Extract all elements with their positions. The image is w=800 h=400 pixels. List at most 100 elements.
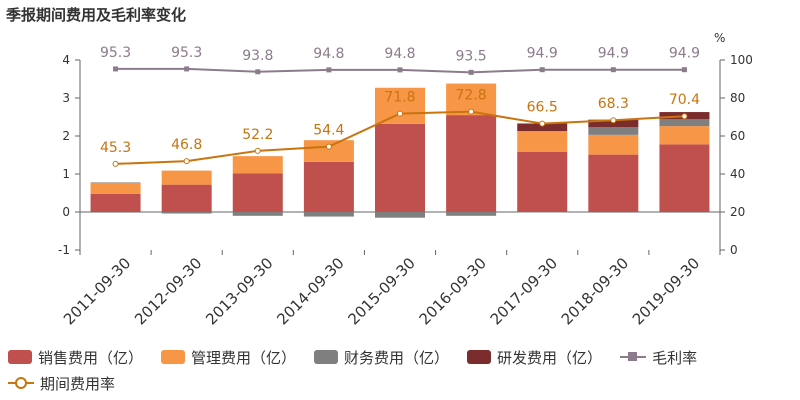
x-tick-label: 2013-09-30 <box>202 254 276 328</box>
bar-segment <box>161 170 212 185</box>
gross-margin-point <box>255 69 261 75</box>
x-tick-label: 2011-09-30 <box>60 254 134 328</box>
gross-margin-label: 94.9 <box>598 46 629 62</box>
legend-label-gross-margin: 毛利率 <box>652 348 698 367</box>
expense-ratio-point <box>539 120 546 127</box>
gross-margin-point <box>610 67 616 73</box>
expense-ratio-point <box>468 108 475 115</box>
bar-segment <box>517 131 568 152</box>
gross-margin-point <box>681 67 687 73</box>
legend-item-expense-ratio[interactable]: 期间费用率 <box>8 373 115 394</box>
expense-ratio-line-icon <box>8 376 34 390</box>
expense-ratio-label: 52.2 <box>242 127 273 143</box>
y-tick-label: 1 <box>62 167 70 181</box>
x-tick-label: 2016-09-30 <box>416 254 490 328</box>
bar-segment <box>90 182 141 183</box>
expense-ratio-point <box>183 158 190 165</box>
gross-margin-point <box>184 66 190 72</box>
y2-tick-label: 20 <box>730 205 745 219</box>
y-tick-label: 3 <box>62 91 70 105</box>
expense-ratio-label: 71.8 <box>384 90 415 106</box>
expense-ratio-label: 72.8 <box>456 88 487 104</box>
expense-ratio-point <box>681 113 688 120</box>
gross-margin-label: 94.8 <box>384 46 415 62</box>
expense-ratio-point <box>254 147 261 154</box>
gross-margin-label: 95.3 <box>171 45 202 61</box>
bar-segment <box>232 173 283 212</box>
chart-canvas: -101234020406080100%2011-09-302012-09-30… <box>58 31 753 328</box>
bar-segment <box>517 151 568 212</box>
expense-ratio-label: 46.8 <box>171 137 202 153</box>
bar-segment <box>161 212 212 214</box>
legend-item-selling[interactable]: 销售费用（亿） <box>8 347 143 368</box>
y2-unit-label: % <box>714 31 725 45</box>
bar-segment <box>375 123 425 212</box>
legend-item-rd[interactable]: 研发费用（亿） <box>467 347 602 368</box>
y2-tick-label: 100 <box>730 53 753 67</box>
bar-segment <box>588 127 639 135</box>
bar-segment <box>303 212 354 217</box>
gross-margin-line-icon <box>620 350 647 364</box>
y-tick-label: -1 <box>58 243 70 257</box>
rd-swatch <box>467 350 492 364</box>
admin-swatch <box>161 350 186 364</box>
gross-margin-point <box>326 67 332 73</box>
chart-title: 季报期间费用及毛利率变化 <box>6 6 187 24</box>
expense-ratio-label: 54.4 <box>313 123 344 139</box>
bar-segment <box>659 144 710 212</box>
bar-segment <box>659 126 710 145</box>
bar-segment <box>303 140 354 162</box>
expense-ratio-label: 70.4 <box>669 92 700 108</box>
expense-ratio-point <box>325 143 332 150</box>
bar-segment <box>588 119 639 128</box>
gross-margin-point <box>397 67 403 73</box>
gross-margin-label: 94.8 <box>313 46 344 62</box>
bar-segment <box>446 115 497 212</box>
selling-swatch <box>8 350 32 364</box>
y-tick-label: 0 <box>62 205 70 219</box>
gross-margin-label: 94.9 <box>669 46 700 62</box>
legend-item-admin[interactable]: 管理费用（亿） <box>161 347 296 368</box>
expense-ratio-label: 68.3 <box>598 96 629 112</box>
bar-segment <box>161 184 212 212</box>
legend-item-finance[interactable]: 财务费用（亿） <box>314 347 449 368</box>
bar-segment <box>232 212 283 216</box>
bar-segment <box>588 154 639 212</box>
bar-segment <box>375 87 425 124</box>
expense-ratio-label: 66.5 <box>527 100 558 116</box>
bar-segment <box>517 123 568 132</box>
y2-tick-label: 80 <box>730 91 745 105</box>
y2-tick-label: 0 <box>730 243 738 257</box>
bar-segment <box>517 212 568 213</box>
gross-margin-label: 93.5 <box>456 48 487 64</box>
x-tick-label: 2019-09-30 <box>629 254 703 328</box>
y2-tick-label: 40 <box>730 167 745 181</box>
gross-margin-label: 95.3 <box>100 45 131 61</box>
gross-margin-label: 93.8 <box>242 48 273 64</box>
expense-ratio-point <box>397 110 403 117</box>
bar-segment <box>375 212 425 218</box>
finance-swatch <box>314 350 339 364</box>
gross-margin-point <box>113 66 119 72</box>
y2-tick-label: 60 <box>730 129 745 143</box>
legend-item-gross-margin[interactable]: 毛利率 <box>620 347 697 368</box>
gross-margin-point <box>539 67 545 73</box>
x-tick-label: 2015-09-30 <box>344 254 418 328</box>
bar-segment <box>588 134 639 155</box>
legend-label-admin: 管理费用（亿） <box>191 348 297 367</box>
legend: 销售费用（亿） 管理费用（亿） 财务费用（亿） 研发费用（亿） 毛利率 <box>8 344 798 396</box>
legend-label-rd: 研发费用（亿） <box>497 348 603 367</box>
x-tick-label: 2018-09-30 <box>558 254 632 328</box>
gross-margin-point <box>468 69 474 75</box>
bar-segment <box>303 161 354 212</box>
bar-segment <box>659 119 710 127</box>
legend-label-finance: 财务费用（亿） <box>344 348 450 367</box>
bar-segment <box>446 212 497 216</box>
bar-segment <box>232 156 283 174</box>
x-tick-label: 2017-09-30 <box>487 254 561 328</box>
expense-ratio-label: 45.3 <box>100 140 131 156</box>
y-tick-label: 4 <box>62 53 70 67</box>
bar-segment <box>90 193 141 212</box>
expense-ratio-point <box>610 117 617 124</box>
legend-label-expense-ratio: 期间费用率 <box>40 374 116 393</box>
